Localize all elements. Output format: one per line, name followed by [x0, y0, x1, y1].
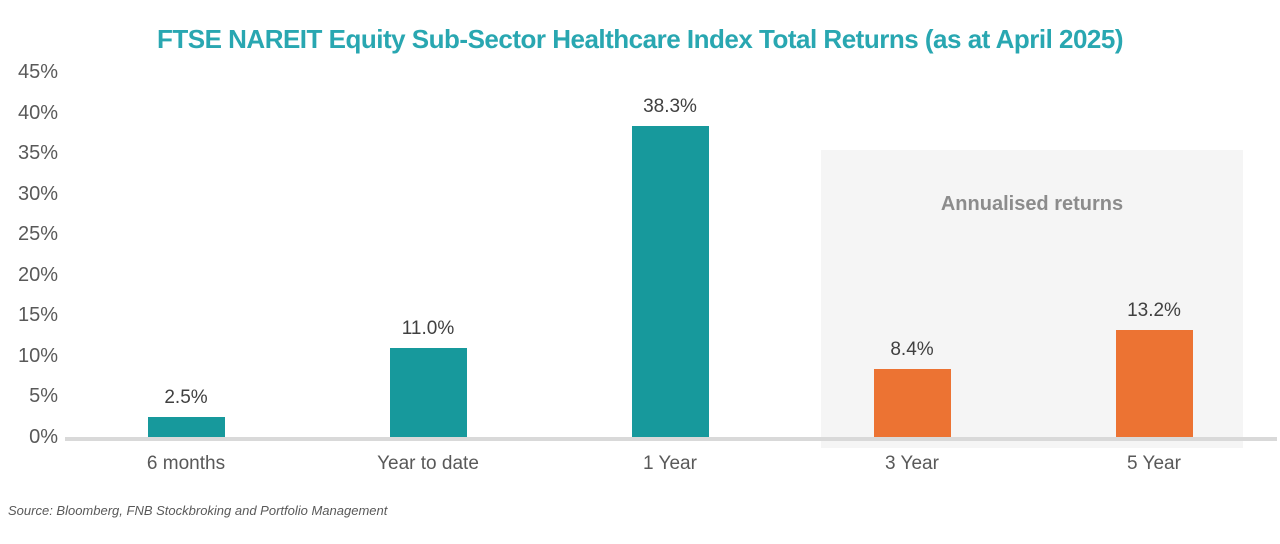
x-axis-line: [65, 437, 1277, 441]
bar-3-year: [873, 368, 951, 437]
bar-value-label: 2.5%: [164, 386, 208, 408]
y-axis-tick-label: 20%: [17, 263, 58, 286]
bar-5-year: [1115, 329, 1193, 437]
y-axis-tick-label: 15%: [17, 304, 58, 327]
bar-value-label: 13.2%: [1127, 299, 1181, 321]
source-note: Source: Bloomberg, FNB Stockbroking and …: [8, 503, 388, 518]
y-axis-tick-label: 40%: [17, 101, 58, 124]
y-axis-tick-label: 0%: [29, 426, 58, 448]
bar-1-year: [631, 126, 709, 437]
bar-value-label: 11.0%: [401, 317, 455, 339]
y-axis-tick-label: 45%: [17, 61, 58, 83]
bar-value-label: 38.3%: [643, 96, 697, 118]
bar-6-months: [147, 416, 225, 437]
y-axis-tick-label: 25%: [17, 223, 58, 246]
chart-title: FTSE NAREIT Equity Sub-Sector Healthcare…: [156, 24, 1124, 54]
annualised-region-label: Annualised returns: [940, 193, 1124, 215]
x-axis-category-label: 5 Year: [1127, 453, 1181, 474]
bar-value-label: 8.4%: [890, 338, 934, 360]
x-axis-category-label: Year to date: [377, 453, 479, 474]
x-axis-category-label: 1 Year: [643, 453, 697, 474]
bar-year-to-date: [389, 347, 467, 437]
y-axis-tick-label: 30%: [17, 182, 58, 205]
x-axis-category-label: 6 months: [146, 453, 226, 474]
y-axis-tick-label: 5%: [29, 385, 58, 408]
y-axis-tick-label: 10%: [17, 344, 58, 367]
x-axis-category-label: 3 Year: [885, 453, 939, 474]
y-axis-tick-label: 35%: [17, 142, 58, 165]
